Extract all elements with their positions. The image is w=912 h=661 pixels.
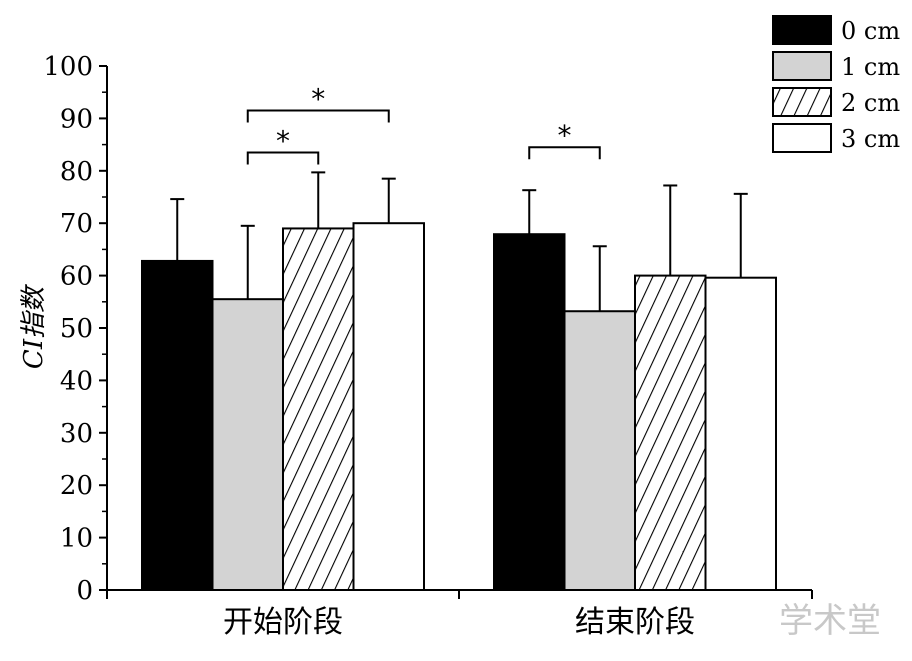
legend-label: 0 cm — [841, 17, 900, 45]
y-tick-label: 40 — [60, 366, 93, 396]
bar — [493, 233, 566, 591]
y-tick-label: 10 — [60, 524, 93, 554]
y-tick-label: 50 — [60, 314, 93, 344]
y-axis-title: CI指数 — [19, 284, 49, 369]
legend-swatch — [772, 123, 832, 153]
significance-bracket — [246, 151, 320, 165]
legend-swatch — [772, 51, 832, 81]
watermark-text: 学术堂 — [779, 601, 881, 641]
significance-bracket — [246, 109, 390, 123]
y-tick-label: 60 — [60, 262, 93, 292]
bar — [282, 227, 355, 591]
bar — [141, 259, 214, 591]
significance-bracket — [528, 146, 601, 160]
legend-label: 2 cm — [841, 89, 900, 117]
significance-label: * — [558, 119, 572, 152]
significance-label: * — [311, 83, 325, 116]
y-tick-label: 100 — [43, 52, 93, 82]
bar — [352, 222, 425, 591]
legend-swatch — [772, 87, 832, 117]
y-tick-label: 80 — [60, 157, 93, 187]
bars — [141, 222, 777, 591]
bar — [563, 310, 636, 591]
y-tick-label: 20 — [60, 471, 93, 501]
x-tick-label: 结束阶段 — [575, 605, 695, 640]
x-tick-label: 开始阶段 — [223, 605, 343, 640]
y-tick-label: 90 — [60, 104, 93, 134]
legend-label: 3 cm — [841, 125, 900, 153]
significance-brackets: * * * — [246, 83, 601, 165]
y-tick-label: 0 — [76, 576, 93, 606]
legend-swatch — [772, 15, 832, 45]
bar — [704, 276, 777, 591]
y-tick-label: 70 — [60, 209, 93, 239]
bar — [211, 298, 284, 591]
significance-label: * — [276, 124, 290, 157]
bar — [634, 274, 707, 591]
legend-label: 1 cm — [841, 53, 900, 81]
legend: 0 cm 1 cm 2 cm 3 cm — [772, 15, 900, 153]
y-tick-label: 30 — [60, 419, 93, 449]
error-bars — [170, 171, 748, 312]
axes: 0 10 20 30 40 50 60 70 80 90 100 开始阶段 结束阶段 — [43, 52, 813, 640]
